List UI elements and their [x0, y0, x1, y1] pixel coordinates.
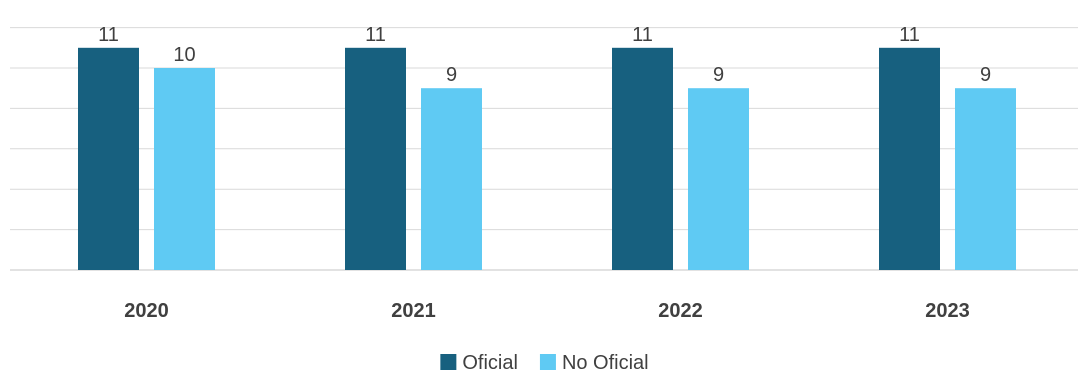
category-labels: 2020 2021 2022 2023 — [124, 300, 970, 322]
data-label: 11 — [899, 24, 920, 46]
legend-label: Oficial — [462, 352, 518, 374]
legend-item-no-oficial: No Oficial — [539, 352, 649, 374]
category-label-2021: 2021 — [391, 300, 436, 322]
data-label: 11 — [98, 24, 119, 46]
data-label: 11 — [632, 24, 653, 46]
bar-no-oficial-2022 — [688, 88, 749, 270]
legend-item-oficial: Oficial — [440, 352, 518, 374]
bar-no-oficial-2023 — [955, 88, 1016, 270]
data-label: 9 — [713, 64, 724, 86]
bar-oficial-2023 — [879, 47, 940, 270]
data-label: 9 — [980, 64, 991, 86]
category-label-2020: 2020 — [124, 300, 169, 322]
legend-label: No Oficial — [562, 352, 649, 374]
data-label: 11 — [365, 24, 386, 46]
legend: Oficial No Oficial — [440, 352, 649, 374]
category-label-2023: 2023 — [925, 300, 970, 322]
legend-swatch — [440, 354, 457, 370]
legend-swatch — [539, 354, 556, 370]
bar-no-oficial-2021 — [421, 88, 482, 270]
bar-oficial-2022 — [612, 47, 673, 270]
data-labels: 11 10 11 9 11 9 11 9 — [98, 24, 991, 86]
category-label-2022: 2022 — [658, 300, 703, 322]
bar-oficial-2021 — [345, 47, 406, 270]
bar-no-oficial-2020 — [154, 68, 215, 270]
bars — [78, 47, 1016, 270]
bar-oficial-2020 — [78, 47, 139, 270]
data-label: 10 — [173, 44, 195, 66]
data-label: 9 — [446, 64, 457, 86]
